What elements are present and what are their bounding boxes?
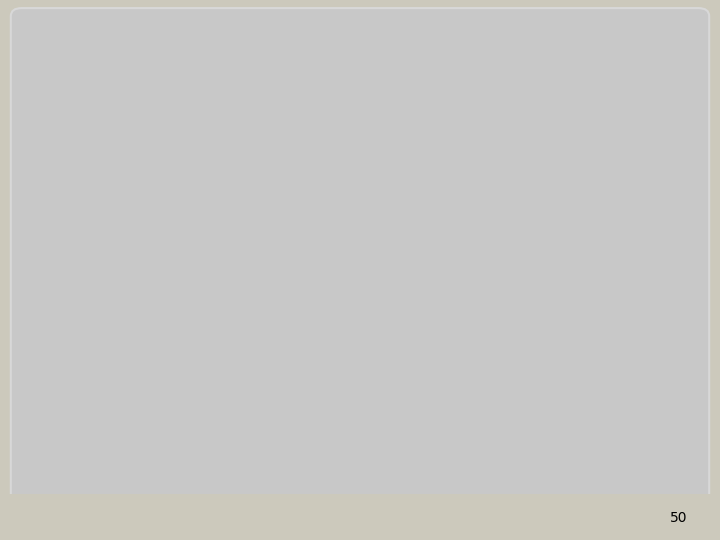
Text: 50: 50 <box>670 511 688 525</box>
Text: is: is <box>292 105 320 124</box>
Bar <box>294 336 318 389</box>
Bar <box>568 262 611 316</box>
Text: +: + <box>320 317 334 335</box>
Text: E2: E2 <box>163 339 178 352</box>
Bar <box>250 317 301 334</box>
Text: 1V: 1V <box>32 246 48 259</box>
Bar <box>98 306 140 355</box>
Text: □: □ <box>42 60 60 79</box>
Text: Advantages of Differential Amplifier: Advantages of Differential Amplifier <box>104 535 616 540</box>
Text: R2: R2 <box>336 156 351 166</box>
Text: cancelled: cancelled <box>330 105 423 124</box>
Text: R1: R1 <box>268 230 283 240</box>
Text: A: A <box>252 228 260 241</box>
Text: Voutput: Voutput <box>468 302 517 315</box>
Bar <box>516 262 558 316</box>
Bar <box>261 170 425 187</box>
Bar <box>98 230 140 274</box>
Text: differential  mode: differential mode <box>113 60 311 79</box>
Bar <box>250 244 301 261</box>
Text: E1: E1 <box>163 231 178 244</box>
Bar <box>52 306 94 355</box>
Text: noise common to: noise common to <box>366 60 541 79</box>
Text: −: − <box>320 243 335 261</box>
Bar <box>52 230 94 274</box>
Text: In: In <box>66 60 96 79</box>
Text: 3V: 3V <box>32 324 48 337</box>
Text: both input signals: both input signals <box>66 105 240 124</box>
Text: 2V: 2V <box>468 242 487 256</box>
Text: R4: R4 <box>271 361 287 374</box>
Text: R3: R3 <box>268 303 283 314</box>
